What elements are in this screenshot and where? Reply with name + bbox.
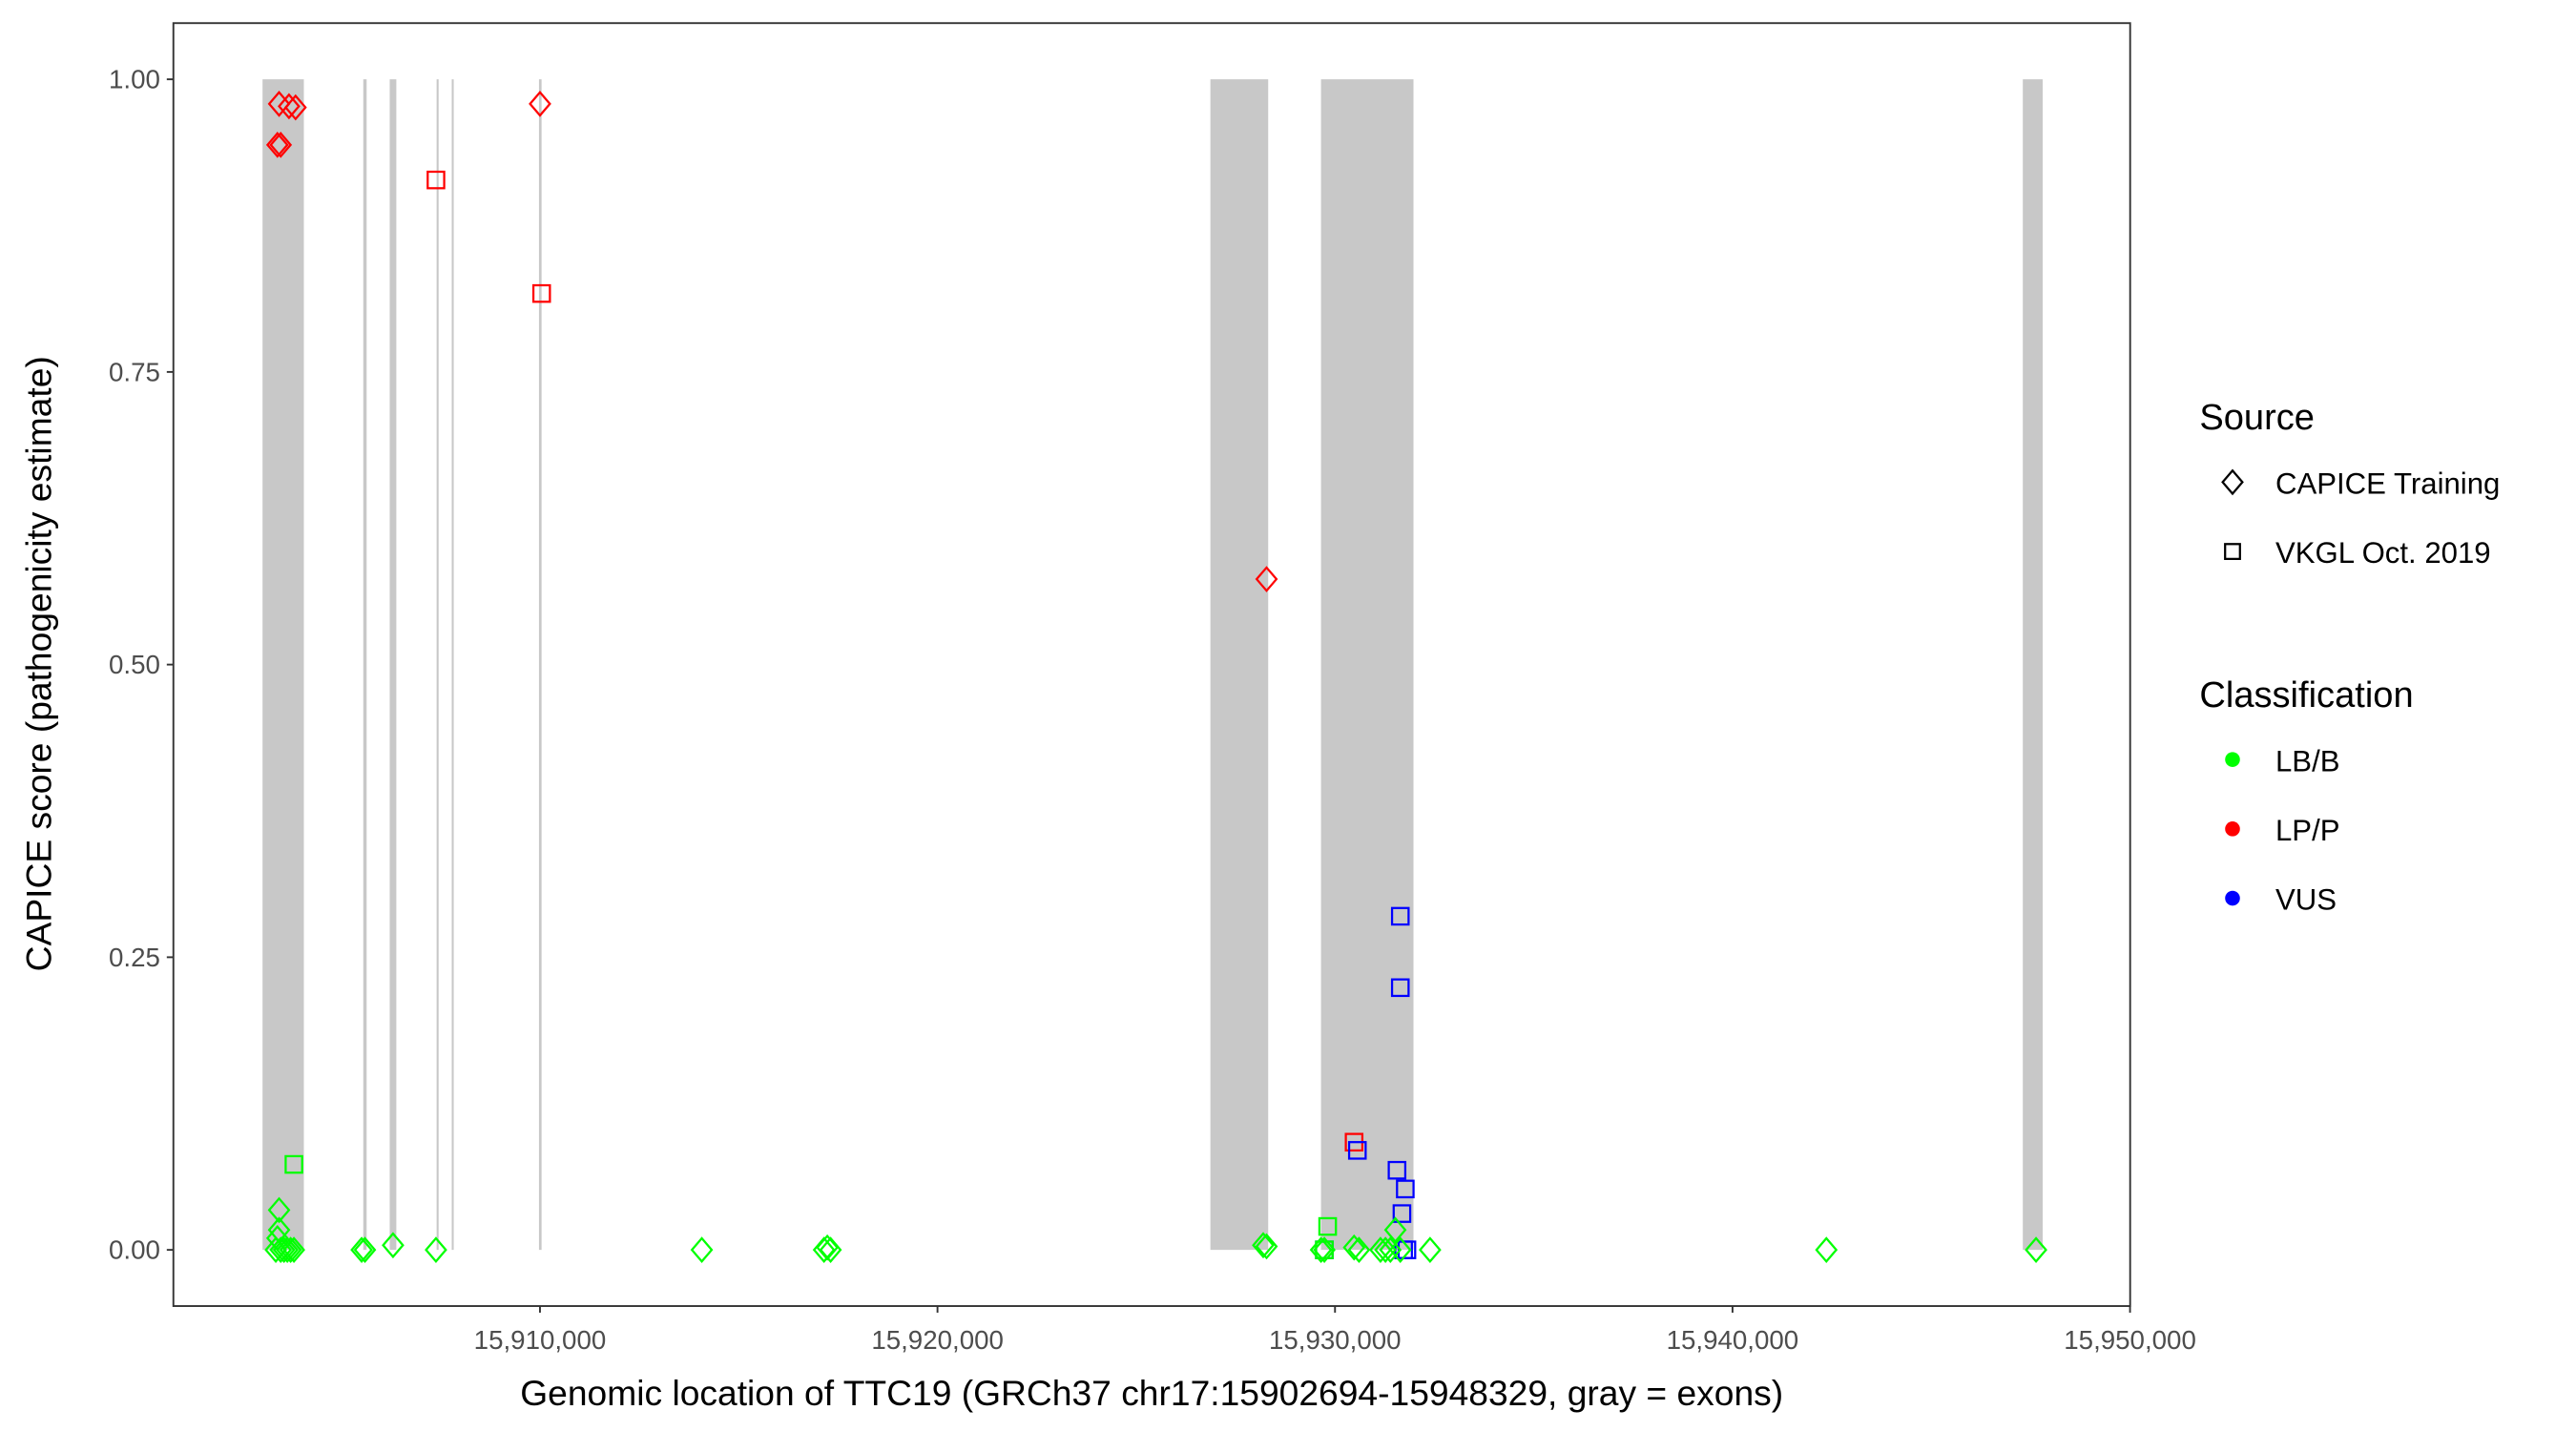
legend-dot-lpp: [2225, 821, 2240, 837]
data-point-square: [1318, 1216, 1338, 1236]
data-point-diamond: [529, 91, 551, 117]
data-point-diamond: [1347, 1236, 1371, 1263]
data-point-square: [531, 283, 551, 303]
x-tick-label: 15,920,000: [871, 1325, 1004, 1355]
data-point-diamond: [282, 1236, 305, 1263]
data-point-square: [1390, 978, 1410, 998]
data-point-diamond: [353, 1236, 377, 1263]
data-point-diamond: [425, 1236, 447, 1263]
plot-panel-border: [172, 22, 2131, 1307]
y-tick-label: 1.00: [109, 65, 160, 94]
data-point-diamond: [382, 1232, 405, 1259]
data-point-diamond: [1342, 1234, 1366, 1261]
legend-source-item: VKGL Oct. 2019: [2275, 536, 2491, 570]
legend-classification-title: Classification: [2199, 675, 2413, 716]
legend-dot-vus: [2225, 890, 2240, 906]
data-point-diamond: [269, 131, 293, 158]
exon-band: [538, 79, 542, 1251]
data-point-square: [1347, 1141, 1367, 1160]
data-point-diamond: [350, 1236, 373, 1263]
data-point-square: [284, 1154, 303, 1174]
y-tick-label: 0.25: [109, 943, 160, 972]
exon-band: [1320, 79, 1414, 1251]
data-point-diamond: [1309, 1236, 1333, 1263]
data-point-diamond: [265, 131, 289, 158]
data-point-diamond: [1383, 1216, 1407, 1244]
exon-band: [2023, 79, 2043, 1251]
data-point-diamond: [278, 93, 301, 120]
exon-band: [436, 79, 439, 1251]
legend-class-item: LP/P: [2275, 814, 2340, 847]
legend: Source CAPICE Training VKGL Oct. 2019 Cl…: [2199, 398, 2500, 917]
x-axis-title: Genomic location of TTC19 (GRCh37 chr17:…: [520, 1373, 1783, 1413]
data-point-diamond: [1313, 1236, 1336, 1263]
legend-class-item: LB/B: [2275, 744, 2340, 778]
legend-source-item: CAPICE Training: [2275, 467, 2500, 500]
data-point-diamond: [1255, 566, 1278, 592]
data-point-diamond: [1388, 1236, 1412, 1263]
data-point-diamond: [1255, 1233, 1278, 1260]
legend-source-title: Source: [2199, 398, 2315, 438]
exon-band: [262, 79, 304, 1251]
data-point-diamond: [819, 1236, 842, 1263]
y-tick-label: 0.75: [109, 357, 160, 386]
legend-diamond-icon: [2221, 468, 2244, 496]
data-point-diamond: [1374, 1236, 1398, 1263]
data-point-diamond: [279, 1236, 302, 1263]
y-axis-title: CAPICE score (pathogenicity estimate): [19, 356, 59, 971]
data-point-diamond: [1252, 1232, 1275, 1259]
data-point-square: [1390, 906, 1410, 926]
y-tick-label: 0.50: [109, 650, 160, 679]
x-tick-label: 15,950,000: [2064, 1325, 2196, 1355]
x-tick-label: 15,940,000: [1667, 1325, 1799, 1355]
legend-square-icon: [2224, 543, 2241, 560]
x-tick-label: 15,930,000: [1269, 1325, 1402, 1355]
y-tick-label: 0.00: [109, 1235, 160, 1265]
data-point-square: [1397, 1240, 1417, 1259]
data-point-square: [1396, 1179, 1415, 1199]
exon-band: [451, 79, 454, 1251]
data-point-diamond: [264, 1236, 287, 1263]
data-point-diamond: [1419, 1236, 1442, 1263]
legend-dot-lbb: [2225, 752, 2240, 767]
data-point-diamond: [1815, 1236, 1839, 1263]
exon-bands: [262, 79, 2043, 1251]
data-point-diamond: [272, 1236, 296, 1263]
data-point-diamond: [1369, 1236, 1392, 1263]
exon-band: [363, 79, 367, 1251]
data-point-square: [1387, 1160, 1407, 1180]
legend-class-item: VUS: [2275, 883, 2337, 917]
data-point-square: [426, 170, 446, 190]
y-axis: 0.00 0.25 0.50 0.75 1.00: [109, 65, 174, 1265]
data-point-diamond: [276, 1236, 300, 1263]
data-point-square: [1392, 1204, 1412, 1223]
data-point-diamond: [1379, 1236, 1402, 1263]
x-axis: 15,910,000 15,920,000 15,930,000 15,940,000…: [474, 1306, 2196, 1355]
data-point-diamond: [690, 1236, 714, 1263]
exon-band: [1210, 79, 1269, 1251]
exon-band: [389, 79, 397, 1251]
data-point-diamond: [267, 1196, 291, 1224]
data-point-diamond: [283, 93, 307, 121]
data-points: [264, 91, 2047, 1263]
x-tick-label: 15,910,000: [474, 1325, 607, 1355]
data-point-diamond: [2025, 1236, 2047, 1263]
